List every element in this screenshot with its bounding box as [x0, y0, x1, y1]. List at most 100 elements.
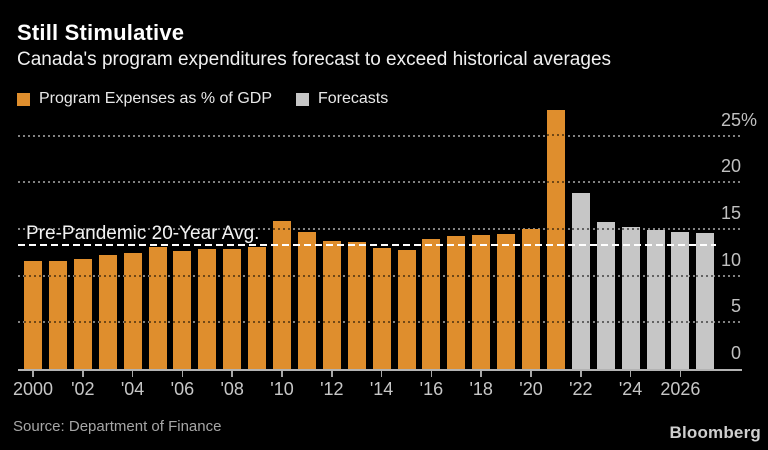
gridline-overlay-5 [223, 321, 242, 324]
x-tick-2004 [131, 370, 134, 377]
gridline-overlay-5 [522, 321, 540, 324]
x-tick-2000 [32, 370, 34, 377]
gridline-overlay-10 [596, 274, 615, 277]
average-line-label: Pre-Pandemic 20-Year Avg. [26, 223, 260, 244]
gridline-overlay-10 [671, 274, 690, 277]
x-tick-2010 [281, 370, 283, 377]
bar-2012 [322, 241, 341, 369]
gridline-overlay-10 [198, 274, 217, 277]
gridline-overlay-10 [123, 274, 142, 277]
gridline-overlay-10 [273, 274, 291, 277]
bar-2009 [248, 246, 267, 369]
gridline-overlay-5 [24, 321, 42, 324]
source-text: Source: Department of Finance [13, 418, 222, 435]
bar-2011 [297, 231, 316, 369]
gridline-overlay-10 [48, 274, 67, 277]
gridline-overlay-5 [571, 321, 590, 324]
legend: Program Expenses as % of GDP Forecasts [17, 90, 388, 108]
x-tick-2014 [380, 370, 383, 377]
x-tick-2020 [530, 370, 532, 377]
percent-sign: % [741, 109, 758, 130]
x-axis-label-2016: '16 [419, 379, 444, 399]
gridline-overlay-20 [546, 181, 565, 184]
gridline-overlay-5 [497, 321, 516, 324]
bar-2001 [48, 260, 67, 369]
gridline-overlay-5 [596, 321, 615, 324]
y-axis-label-10: 10 [720, 249, 741, 270]
gridline-overlay-5 [621, 321, 640, 324]
gridline-overlay-10 [696, 274, 715, 277]
gridline-overlay-10 [347, 274, 366, 277]
x-axis-label-2014: '14 [369, 379, 394, 399]
x-tick-2012 [331, 370, 333, 377]
bar-2014 [372, 247, 391, 369]
gridline-overlay-5 [447, 321, 466, 324]
gridline-overlay-10 [522, 274, 540, 277]
bar-2013 [347, 241, 366, 369]
bar-2016 [422, 239, 441, 369]
x-tick-2002 [82, 370, 84, 377]
gridline-overlay-5 [322, 321, 341, 324]
gridline-overlay-25 [546, 134, 565, 137]
bar-2020 [522, 228, 540, 369]
y-axis-label-25: 25% [720, 109, 758, 130]
gridline-overlay-10 [73, 274, 92, 277]
x-tick-2024 [629, 370, 632, 377]
gridline-overlay-10 [173, 274, 192, 277]
gridline-overlay-5 [273, 321, 291, 324]
gridline-overlay-5 [173, 321, 192, 324]
bar-2021 [546, 110, 565, 369]
gridline-overlay-10 [571, 274, 590, 277]
legend-swatch-gray-icon [295, 92, 309, 106]
gridline-overlay-5 [397, 321, 416, 324]
x-tick-2018 [480, 370, 482, 377]
x-axis-label-2020: '20 [519, 379, 543, 399]
gridline-overlay-10 [223, 274, 242, 277]
bar-2027 [696, 232, 715, 369]
gridline-overlay-5 [123, 321, 142, 324]
bar-2018 [472, 235, 491, 369]
x-axis-label-2012: '12 [320, 379, 344, 399]
gridline-overlay-5 [297, 321, 316, 324]
gridline-overlay-10 [646, 274, 665, 277]
gridline-overlay-10 [621, 274, 640, 277]
gridline-overlay-5 [73, 321, 92, 324]
gridline-overlay-15 [596, 227, 615, 230]
gridline-overlay-10 [24, 274, 42, 277]
legend-swatch-orange-icon [17, 92, 30, 106]
chart-title: Still Stimulative [17, 20, 185, 45]
bar-2006 [173, 251, 192, 369]
gridline-overlay-15 [273, 227, 291, 230]
x-tick-2026 [679, 370, 682, 377]
gridline-overlay-5 [48, 321, 67, 324]
x-tick-2022 [580, 370, 582, 377]
gridline-overlay-10 [397, 274, 416, 277]
average-line [18, 243, 716, 246]
bloomberg-logo: Bloomberg [669, 423, 761, 442]
gridline-overlay-10 [422, 274, 441, 277]
bar-2003 [98, 255, 117, 369]
gridline-overlay-5 [422, 321, 441, 324]
bar-2007 [198, 249, 217, 369]
gridline-overlay-10 [322, 274, 341, 277]
x-axis-label-2024: '24 [618, 379, 643, 399]
bar-2025 [646, 229, 665, 369]
bar-2022 [571, 193, 590, 369]
gridline-overlay-10 [248, 274, 267, 277]
x-axis-label-2002: '02 [71, 379, 95, 399]
gridline-overlay-10 [447, 274, 466, 277]
gridline-overlay-5 [372, 321, 391, 324]
gridline-overlay-10 [372, 274, 391, 277]
x-axis-label-2010: '10 [270, 379, 294, 399]
gridline-overlay-5 [696, 321, 715, 324]
gridline-overlay-10 [546, 274, 565, 277]
x-tick-2008 [231, 370, 233, 377]
gridline-overlay-15 [621, 227, 640, 230]
legend-item-forecasts: Forecasts [295, 90, 388, 108]
x-tick-2016 [430, 370, 433, 377]
bar-2000 [24, 260, 42, 369]
bar-2002 [73, 258, 92, 369]
gridline-overlay-10 [472, 274, 491, 277]
gridline-overlay-10 [297, 274, 316, 277]
bar-2023 [596, 222, 615, 369]
